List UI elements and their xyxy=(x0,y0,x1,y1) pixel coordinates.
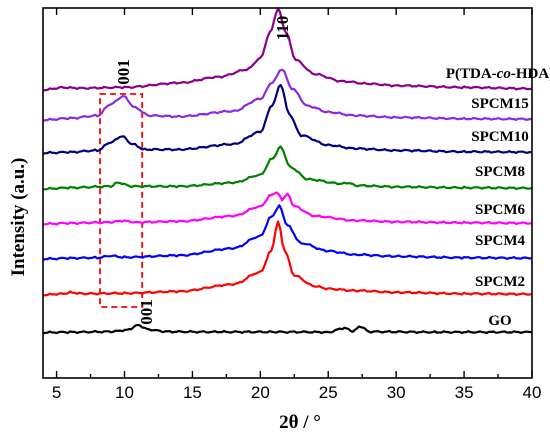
series-line-spcm15 xyxy=(42,68,533,122)
series-label-spcm2: SPCM2 xyxy=(475,274,525,290)
series-line-spcm4 xyxy=(42,204,533,261)
series-labels: GO SPCM2 SPCM4 SPCM6 SPCM8 SPCM10 SPCM15 P(TDA-… xyxy=(446,66,550,329)
x-tick-label-30: 30 xyxy=(387,383,406,402)
highlight-box xyxy=(99,93,144,308)
plot-area xyxy=(99,93,144,308)
series-line-spcm6 xyxy=(42,191,533,226)
x-tick-label-35: 35 xyxy=(455,383,474,402)
x-tick-label-25: 25 xyxy=(319,383,338,402)
series-label-spcm6: SPCM6 xyxy=(475,202,525,218)
series-line-p-tda-co-hda- xyxy=(42,7,533,92)
series-line-spcm10 xyxy=(42,83,533,155)
series-label-p-tda-co-hda-: P(TDA-co-HDA) xyxy=(446,66,550,82)
series-label-spcm15: SPCM15 xyxy=(471,96,529,112)
annotation-110-1: 110 xyxy=(273,16,292,41)
x-tick-label-15: 15 xyxy=(183,383,202,402)
y-axis-title: Intensity (a.u.) xyxy=(8,158,29,277)
series-line-go xyxy=(42,323,533,335)
series-label-spcm10: SPCM10 xyxy=(471,129,529,145)
annotation-001-2: 001 xyxy=(137,299,156,325)
axes: 5 10 15 20 25 30 35 40 xyxy=(42,7,542,402)
series-label-go: GO xyxy=(488,313,511,329)
plot-frame xyxy=(42,7,533,379)
series-label-spcm4: SPCM4 xyxy=(475,233,525,249)
annotation-001-0: 001 xyxy=(114,59,133,85)
x-tick-label-40: 40 xyxy=(523,383,542,402)
x-axis-title: 2θ / ° xyxy=(279,412,321,433)
series-curves xyxy=(42,7,533,335)
peak-annotations: 001 110 001 xyxy=(114,16,292,325)
x-tick-label-5: 5 xyxy=(52,383,61,402)
series-label-spcm8: SPCM8 xyxy=(475,164,525,180)
x-tick-label-10: 10 xyxy=(115,383,134,402)
series-line-spcm2 xyxy=(42,220,533,297)
series-line-spcm8 xyxy=(42,145,533,191)
x-tick-label-20: 20 xyxy=(251,383,270,402)
